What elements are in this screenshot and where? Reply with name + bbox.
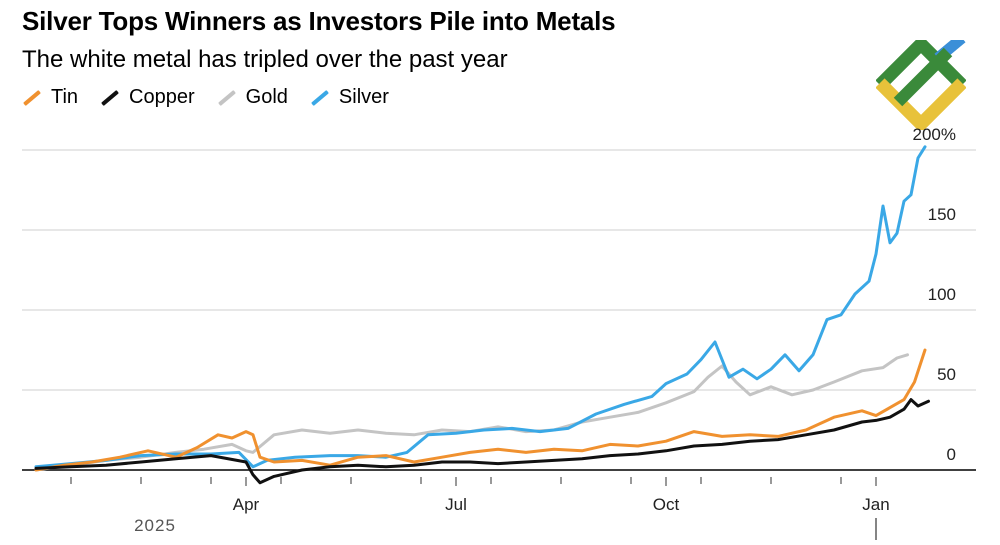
legend-label-silver: Silver [338, 86, 389, 108]
brand-logo-icon [876, 40, 966, 130]
chart-subtitle: The white metal has tripled over the pas… [22, 46, 508, 73]
x-tick-label: Jan [862, 495, 889, 514]
y-tick-label: 200% [913, 125, 956, 144]
x-tick-label: Jul [445, 495, 467, 514]
chart-title: Silver Tops Winners as Investors Pile in… [22, 6, 616, 36]
series-line-copper [34, 398, 930, 485]
x-tick-label: Oct [653, 495, 680, 514]
legend-label-copper: Copper [129, 86, 195, 108]
legend-item-copper: Copper [100, 86, 195, 109]
y-tick-label: 150 [928, 205, 956, 224]
legend-item-silver: Silver [310, 86, 389, 109]
legend-label-gold: Gold [245, 86, 288, 108]
y-tick-label: 100 [928, 285, 956, 304]
year-label: 2025 [134, 516, 176, 535]
legend-label-tin: Tin [51, 86, 79, 108]
series-line-silver [34, 145, 927, 469]
x-tick-label: Apr [233, 495, 260, 514]
legend-item-tin: Tin [22, 86, 78, 109]
legend-item-gold: Gold [217, 86, 288, 109]
legend: Tin Copper Gold Silver [22, 86, 389, 109]
y-tick-label: 0 [947, 445, 956, 464]
series-line-tin [34, 348, 927, 472]
series-line-gold [34, 353, 909, 472]
y-tick-label: 50 [937, 365, 956, 384]
